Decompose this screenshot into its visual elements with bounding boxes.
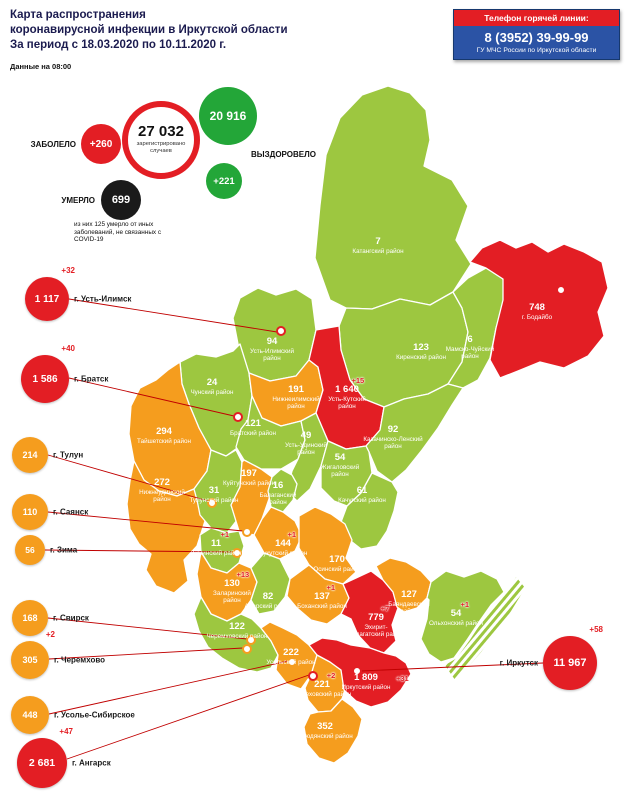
marker-sayansk	[242, 527, 252, 537]
title-line-3: За период с 18.03.2020 по 10.11.2020 г.	[10, 38, 227, 51]
city-name: г. Тулун	[53, 450, 84, 460]
region-ekhirit-bulagatsky	[340, 570, 399, 654]
city-value-circle: 2 681	[17, 738, 67, 788]
died-note: из них 125 умерло от иных заболеваний, н…	[74, 221, 162, 244]
marker-tulun	[207, 498, 217, 508]
city-callout-ust-ilimsk: +32 1 117 г. Усть-Илимск	[25, 266, 131, 321]
city-name: г. Черемхово	[54, 655, 106, 665]
total-cases-caption: зарегистрировано случаев	[136, 141, 186, 154]
marker-svirsk	[246, 635, 256, 645]
city-value-circle: 1 586	[21, 355, 69, 403]
city-value-circle: 56	[15, 535, 45, 565]
city-value-circle: 1 117	[25, 277, 69, 321]
city-callout-sayansk: 110 г. Саянск	[12, 494, 88, 530]
recovered-delta-circle: +221	[206, 163, 242, 199]
data-timestamp: Данные на 08:00	[10, 62, 72, 71]
region-bayandayevsky	[375, 557, 432, 613]
city-callout-angarsk: +47 2 681 г. Ангарск	[17, 727, 111, 788]
city-callout-svirsk: 168 г. Свирск	[12, 600, 89, 636]
region-nizhneudinsky	[126, 460, 206, 594]
region-slyudyansky	[303, 698, 363, 764]
marker-usolye	[287, 657, 297, 667]
region-tulunsky	[193, 449, 243, 534]
hotline-org: ГУ МЧС России по Иркутской области	[476, 47, 597, 54]
died-label: УМЕРЛО	[61, 196, 95, 205]
total-cases-value: 27 032	[138, 123, 184, 140]
page-title: Карта распространения коронавирусной инф…	[10, 8, 288, 53]
marker-ust-ilimsk	[276, 326, 286, 336]
region-bodaybinsky	[469, 239, 609, 379]
city-callout-zima: 56 г. Зима	[15, 535, 77, 565]
region-alarsky	[250, 552, 291, 615]
region-osinsky	[298, 506, 357, 585]
region-cheremkhovsky	[193, 596, 279, 673]
marker-angarsk	[308, 671, 318, 681]
city-name: г. Ангарск	[72, 758, 111, 768]
region-ust-udinsky	[286, 412, 329, 502]
title-line-1: Карта распространения	[10, 9, 146, 21]
marker-zima	[232, 548, 242, 558]
title-line-2: коронавирусной инфекции в Иркутской обла…	[10, 23, 288, 36]
city-value-circle: 305	[11, 641, 49, 679]
city-delta: +47	[59, 727, 73, 736]
leader-lines	[44, 298, 544, 760]
city-name: г. Зима	[50, 545, 78, 555]
marker-cheremkhovo	[242, 644, 252, 654]
city-name: г. Иркутск	[499, 658, 538, 668]
region-katangsky	[314, 85, 472, 310]
city-value-circle: 11 967	[543, 636, 597, 690]
marker-irkutsk	[352, 666, 362, 676]
recovered-circle: 20 916	[199, 87, 257, 145]
city-delta: +32	[61, 266, 75, 275]
city-delta: +40	[61, 344, 75, 353]
city-value-circle: 214	[12, 437, 48, 473]
city-value-circle: 448	[11, 696, 49, 734]
died-circle: 699	[101, 180, 141, 220]
city-name: г. Усть-Илимск	[74, 294, 132, 304]
city-name: г. Свирск	[53, 613, 89, 623]
city-callout-tulun: 214 г. Тулун	[12, 437, 83, 473]
lake-baikal	[443, 575, 527, 682]
city-name: г. Братск	[74, 374, 109, 384]
city-callout-bratsk: +40 1 586 г. Братск	[21, 344, 108, 403]
city-name: г. Саянск	[53, 507, 89, 517]
city-value-circle: 110	[12, 494, 48, 530]
total-cases-circle: 27 032 зарегистрировано случаев	[122, 101, 200, 179]
hotline-box: Телефон горячей линии: 8 (3952) 39-99-99…	[453, 9, 620, 60]
marker-bratsk	[233, 412, 243, 422]
city-markers	[207, 285, 566, 681]
city-value-circle: 168	[12, 600, 48, 636]
sick-delta-circle: +260	[81, 124, 121, 164]
hotline-phone: 8 (3952) 39-99-99	[484, 30, 589, 45]
city-delta: +2	[45, 630, 55, 639]
city-delta: +58	[589, 625, 603, 634]
region-olkhonsky	[420, 570, 505, 663]
region-kachugsky	[340, 472, 399, 550]
city-callout-cheremkhovo: +2 305 г. Черемхово	[11, 630, 105, 679]
region-balagansky	[267, 468, 298, 513]
city-callout-irkutsk: +58 11 967 г. Иркутск	[500, 625, 603, 690]
recovered-label: ВЫЗДОРОВЕЛО	[251, 150, 316, 159]
sick-label: ЗАБОЛЕЛО	[30, 140, 76, 149]
marker-bodaybo	[556, 285, 566, 295]
city-name: г. Усолье-Сибирское	[54, 710, 135, 720]
city-callout-usolye-sibirskoye: 448 г. Усолье-Сибирское	[11, 696, 135, 734]
hotline-label: Телефон горячей линии:	[454, 10, 619, 26]
